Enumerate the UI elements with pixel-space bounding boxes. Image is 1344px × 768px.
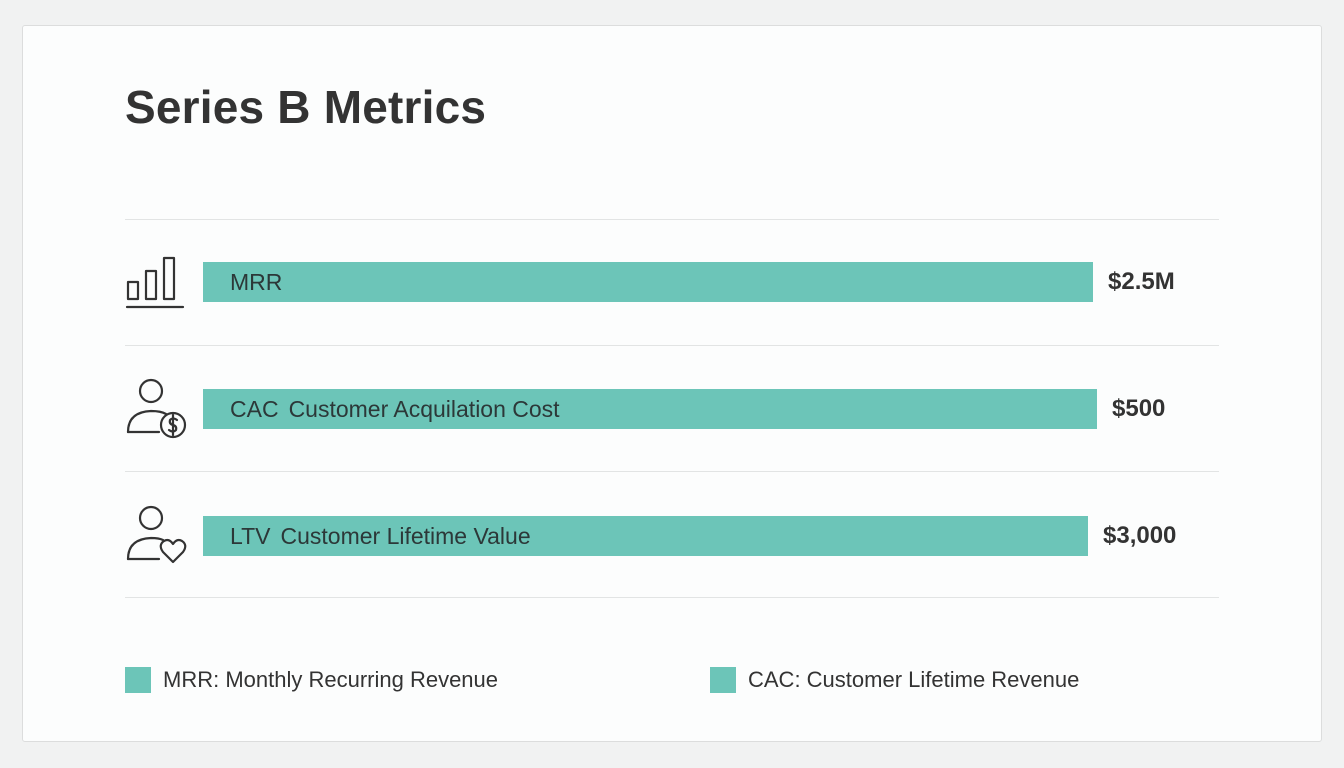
metric-value: $500: [1112, 395, 1166, 422]
user-dollar-icon: [126, 378, 187, 439]
legend-text: MRR: Monthly Recurring Revenue: [163, 667, 499, 692]
metrics-card: Series B Metrics MRR $2.5M CAC Customer A…: [22, 25, 1322, 742]
metric-bar: LTV Customer Lifetime Value: [203, 516, 1088, 556]
metric-bar: MRR: [203, 262, 1093, 302]
metric-name: Customer Acquilation Cost: [288, 396, 560, 422]
metric-code: CAC: [230, 396, 279, 422]
metric-label: CAC Customer Acquilation Cost: [230, 389, 570, 429]
metric-value: $3,000: [1103, 522, 1177, 549]
metric-value: $2.5M: [1108, 268, 1175, 295]
metric-label: LTV Customer Lifetime Value: [230, 516, 541, 556]
divider: [125, 597, 1219, 598]
legend-swatch: [710, 667, 736, 693]
divider: [125, 471, 1219, 472]
metric-name: Customer Lifetime Value: [280, 523, 531, 549]
card-title: Series B Metrics: [125, 81, 487, 133]
metric-code: LTV: [230, 523, 271, 549]
chart-icon: [125, 256, 185, 309]
user-heart-icon: [126, 505, 187, 564]
divider: [125, 345, 1219, 346]
legend-text: CAC: Customer Lifetime Revenue: [748, 667, 1080, 692]
metric-code: MRR: [230, 269, 283, 295]
metric-bar: CAC Customer Acquilation Cost: [203, 389, 1097, 429]
legend-swatch: [125, 667, 151, 693]
divider: [125, 219, 1219, 220]
metric-label: MRR: [230, 262, 292, 302]
